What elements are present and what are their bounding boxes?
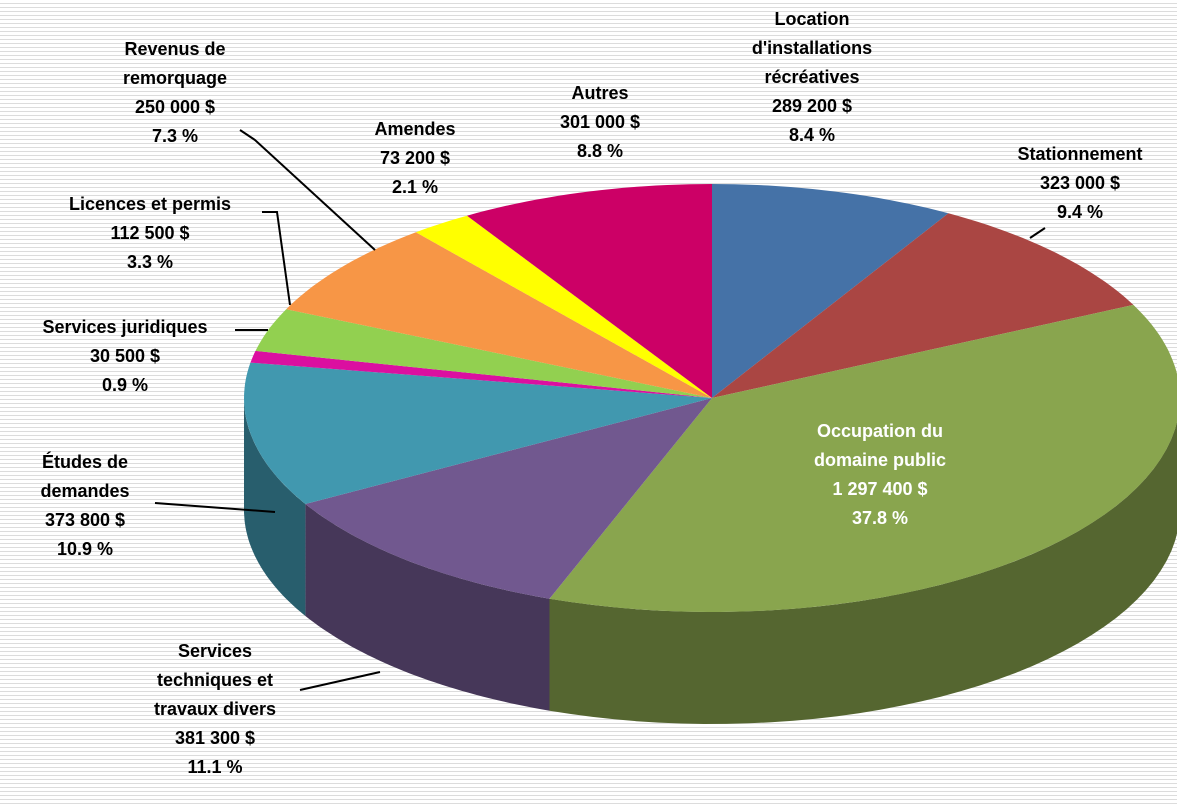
percent-label: 8.4 % bbox=[789, 125, 835, 145]
category-label: Services bbox=[178, 641, 252, 661]
leader-line bbox=[262, 211, 291, 306]
category-label: Licences et permis bbox=[69, 194, 231, 214]
percent-label: 10.9 % bbox=[57, 539, 113, 559]
slice-label: Occupation du domaine public 1 297 400 $ 37… bbox=[814, 421, 946, 528]
slice-label: Stationnement 323 000 $ 9.4 % bbox=[1017, 144, 1142, 222]
leader-line bbox=[1029, 227, 1046, 239]
pie-slice bbox=[255, 309, 712, 398]
percent-label: 37.8 % bbox=[852, 508, 908, 528]
value-label: 381 300 $ bbox=[175, 728, 255, 748]
percent-label: 11.1 % bbox=[187, 757, 242, 777]
slice-label: Amendes 73 200 $ 2.1 % bbox=[374, 119, 455, 197]
value-label: 250 000 $ bbox=[135, 97, 215, 117]
slice-label: Revenus de remorquage 250 000 $ 7.3 % bbox=[123, 39, 227, 146]
category-label: demandes bbox=[40, 481, 129, 501]
category-label: récréatives bbox=[764, 67, 859, 87]
category-label: Location bbox=[775, 9, 850, 29]
pie-slice bbox=[712, 184, 949, 398]
value-label: 30 500 $ bbox=[90, 346, 160, 366]
leader-line bbox=[154, 502, 276, 513]
slice-label: Études de demandes 373 800 $ 10.9 % bbox=[40, 451, 129, 559]
pie-side bbox=[305, 504, 550, 711]
category-label: Amendes bbox=[374, 119, 455, 139]
category-label: Services juridiques bbox=[42, 317, 207, 337]
category-label: domaine public bbox=[814, 450, 946, 470]
category-label: Revenus de bbox=[124, 39, 225, 59]
slice-label: Services techniques et travaux divers 381 3… bbox=[154, 641, 276, 777]
value-label: 301 000 $ bbox=[560, 112, 640, 132]
category-label: travaux divers bbox=[154, 699, 276, 719]
category-label: Occupation du bbox=[817, 421, 943, 441]
pie-slice bbox=[467, 184, 712, 398]
slice-label: Licences et permis 112 500 $ 3.3 % bbox=[69, 194, 231, 272]
pie-slice bbox=[250, 350, 712, 398]
value-label: 73 200 $ bbox=[380, 148, 450, 168]
percent-label: 0.9 % bbox=[102, 375, 148, 395]
percent-label: 7.3 % bbox=[152, 126, 198, 146]
category-label: Stationnement bbox=[1017, 144, 1142, 164]
pie-slice bbox=[305, 398, 712, 599]
pie-slice bbox=[549, 304, 1177, 612]
percent-label: 3.3 % bbox=[127, 252, 173, 272]
pie-side bbox=[244, 398, 306, 616]
leader-line bbox=[299, 671, 381, 691]
value-label: 373 800 $ bbox=[45, 510, 125, 530]
category-label: Études de bbox=[42, 451, 128, 472]
category-label: techniques et bbox=[157, 670, 273, 690]
pie-slice bbox=[415, 215, 712, 398]
percent-label: 2.1 % bbox=[392, 177, 438, 197]
value-label: 112 500 $ bbox=[110, 223, 189, 243]
value-label: 323 000 $ bbox=[1040, 173, 1120, 193]
category-label: Autres bbox=[571, 83, 628, 103]
percent-label: 9.4 % bbox=[1057, 202, 1103, 222]
pie-side bbox=[549, 421, 1177, 724]
slice-label: Location d'installations récréatives 289 20… bbox=[752, 9, 872, 145]
slice-label: Autres 301 000 $ 8.8 % bbox=[560, 83, 640, 161]
pie-slice bbox=[244, 362, 712, 504]
slice-label: Services juridiques 30 500 $ 0.9 % bbox=[42, 317, 207, 395]
pie-slice bbox=[286, 232, 712, 398]
pie-slice bbox=[712, 213, 1134, 398]
leader-line bbox=[239, 129, 376, 251]
value-label: 1 297 400 $ bbox=[832, 479, 927, 499]
category-label: d'installations bbox=[752, 38, 872, 58]
percent-label: 8.8 % bbox=[577, 141, 623, 161]
category-label: remorquage bbox=[123, 68, 227, 88]
value-label: 289 200 $ bbox=[772, 96, 852, 116]
